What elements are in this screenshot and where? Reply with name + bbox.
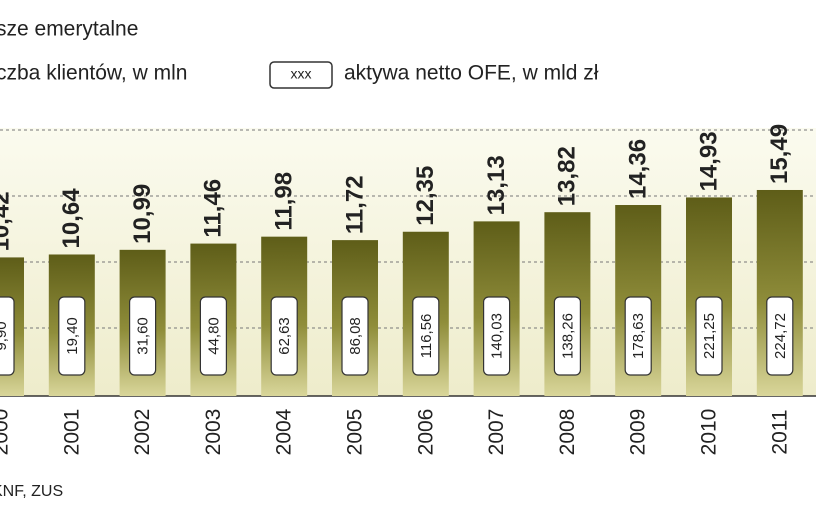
value-label: 11,98 [271, 172, 298, 231]
value-label: 15,49 [766, 124, 793, 184]
x-tick-label: 2005 [344, 409, 367, 456]
asset-box [58, 296, 86, 376]
asset-label: 31,60 [135, 317, 152, 355]
x-tick-label: 2006 [414, 409, 437, 456]
x-tick-label: 2002 [131, 409, 154, 456]
asset-label: 221,25 [701, 313, 718, 359]
x-tick-label: 2009 [627, 409, 650, 456]
legend-label: aktywa netto OFE, w mld zł [344, 62, 599, 85]
asset-box [270, 296, 298, 376]
asset-box [199, 296, 227, 376]
asset-label: 116,56 [418, 314, 435, 359]
legend-box [269, 61, 333, 89]
value-label: 13,82 [554, 146, 581, 206]
asset-box [483, 296, 511, 376]
asset-label: 62,63 [276, 317, 293, 355]
value-label: 12,35 [412, 166, 439, 226]
asset-box [412, 296, 440, 376]
asset-label: 19,40 [64, 317, 81, 355]
asset-box [553, 296, 582, 376]
asset-label: 9,90 [0, 321, 10, 350]
value-label: 11,72 [341, 175, 368, 234]
value-label: 10,42 [0, 191, 14, 251]
asset-label: 44,80 [205, 317, 222, 355]
legend-label: czba klientów, w mln [0, 62, 187, 85]
source: KNF, ZUS [0, 483, 63, 500]
asset-box [766, 296, 794, 376]
x-tick-label: 2010 [698, 409, 721, 456]
value-label: 11,46 [200, 179, 227, 238]
value-label: 14,93 [695, 131, 722, 191]
value-label: 10,64 [58, 188, 85, 249]
asset-label: 86,08 [347, 317, 364, 355]
x-tick-label: 2001 [60, 409, 83, 456]
asset-label: 224,72 [772, 313, 789, 359]
x-tick-label: 2003 [202, 409, 225, 456]
asset-label: 178,63 [630, 313, 647, 359]
x-tick-label: 2007 [485, 409, 508, 456]
value-label: 13,13 [483, 155, 510, 215]
value-label: 14,36 [625, 139, 652, 199]
x-tick-label: 2004 [273, 408, 296, 455]
x-tick-label: 2011 [768, 409, 791, 454]
legend-box-label: xxx [291, 66, 312, 82]
value-label: 10,99 [129, 184, 156, 244]
asset-box [624, 296, 652, 376]
asset-box [695, 296, 723, 376]
asset-box [0, 296, 15, 376]
x-tick-label: 2000 [0, 409, 13, 456]
title: sze emerytalne [0, 18, 138, 41]
asset-label: 140,03 [489, 313, 506, 359]
asset-box [341, 296, 369, 376]
asset-label: 138,26 [559, 313, 576, 359]
x-tick-label: 2008 [556, 409, 579, 456]
asset-box [129, 296, 157, 376]
